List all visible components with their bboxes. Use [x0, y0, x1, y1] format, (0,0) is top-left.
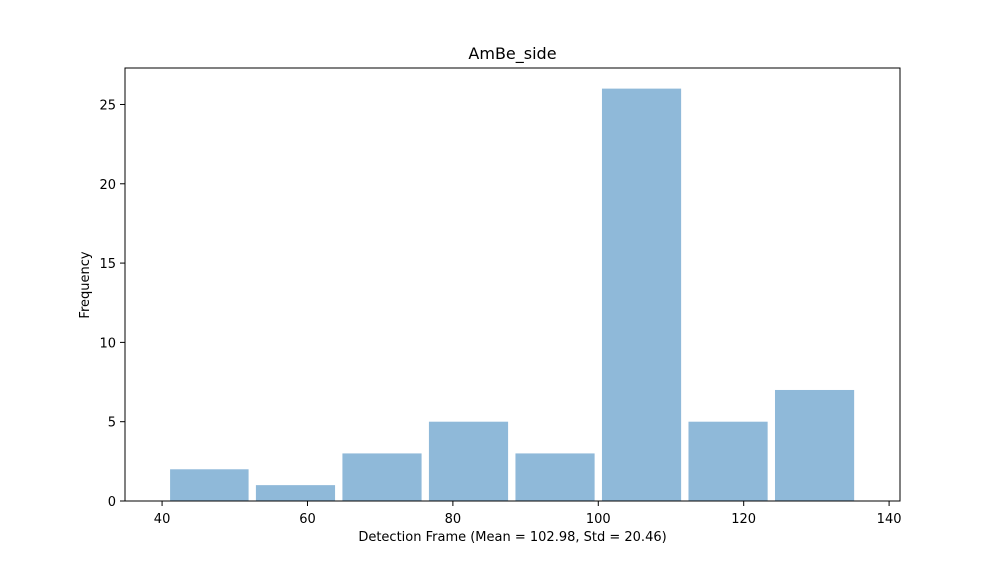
x-axis-label: Detection Frame (Mean = 102.98, Std = 20…	[358, 530, 666, 545]
chart-title: AmBe_side	[468, 44, 556, 64]
x-axis: 40 60 80 100 120 140	[154, 501, 902, 527]
y-tick-label: 25	[99, 98, 116, 113]
bars-layer	[170, 88, 855, 502]
y-tick-label: 15	[99, 257, 116, 272]
x-tick-label: 60	[299, 512, 316, 527]
histogram-bar-6	[601, 88, 682, 502]
histogram-bar-8	[774, 389, 855, 501]
histogram-bar-7	[688, 421, 768, 501]
x-tick-label: 80	[445, 512, 462, 527]
x-tick-label: 120	[731, 512, 756, 527]
histogram-bar-3	[342, 453, 422, 501]
histogram-bar-2	[255, 485, 336, 501]
y-tick-label: 20	[99, 178, 116, 193]
y-tick-label: 0	[108, 495, 116, 510]
y-axis: 0 5 10 15 20 25	[99, 98, 125, 510]
histogram-bar-4	[428, 421, 509, 501]
x-tick-label: 100	[586, 512, 611, 527]
y-tick-label: 5	[108, 416, 116, 431]
x-tick-label: 40	[154, 512, 171, 527]
x-tick-label: 140	[877, 512, 902, 527]
histogram-bar-1	[170, 469, 249, 501]
plot-frame	[124, 67, 901, 502]
y-axis-label: Frequency	[78, 251, 93, 318]
y-tick-label: 10	[99, 336, 116, 351]
histogram-bar-5	[515, 453, 595, 501]
